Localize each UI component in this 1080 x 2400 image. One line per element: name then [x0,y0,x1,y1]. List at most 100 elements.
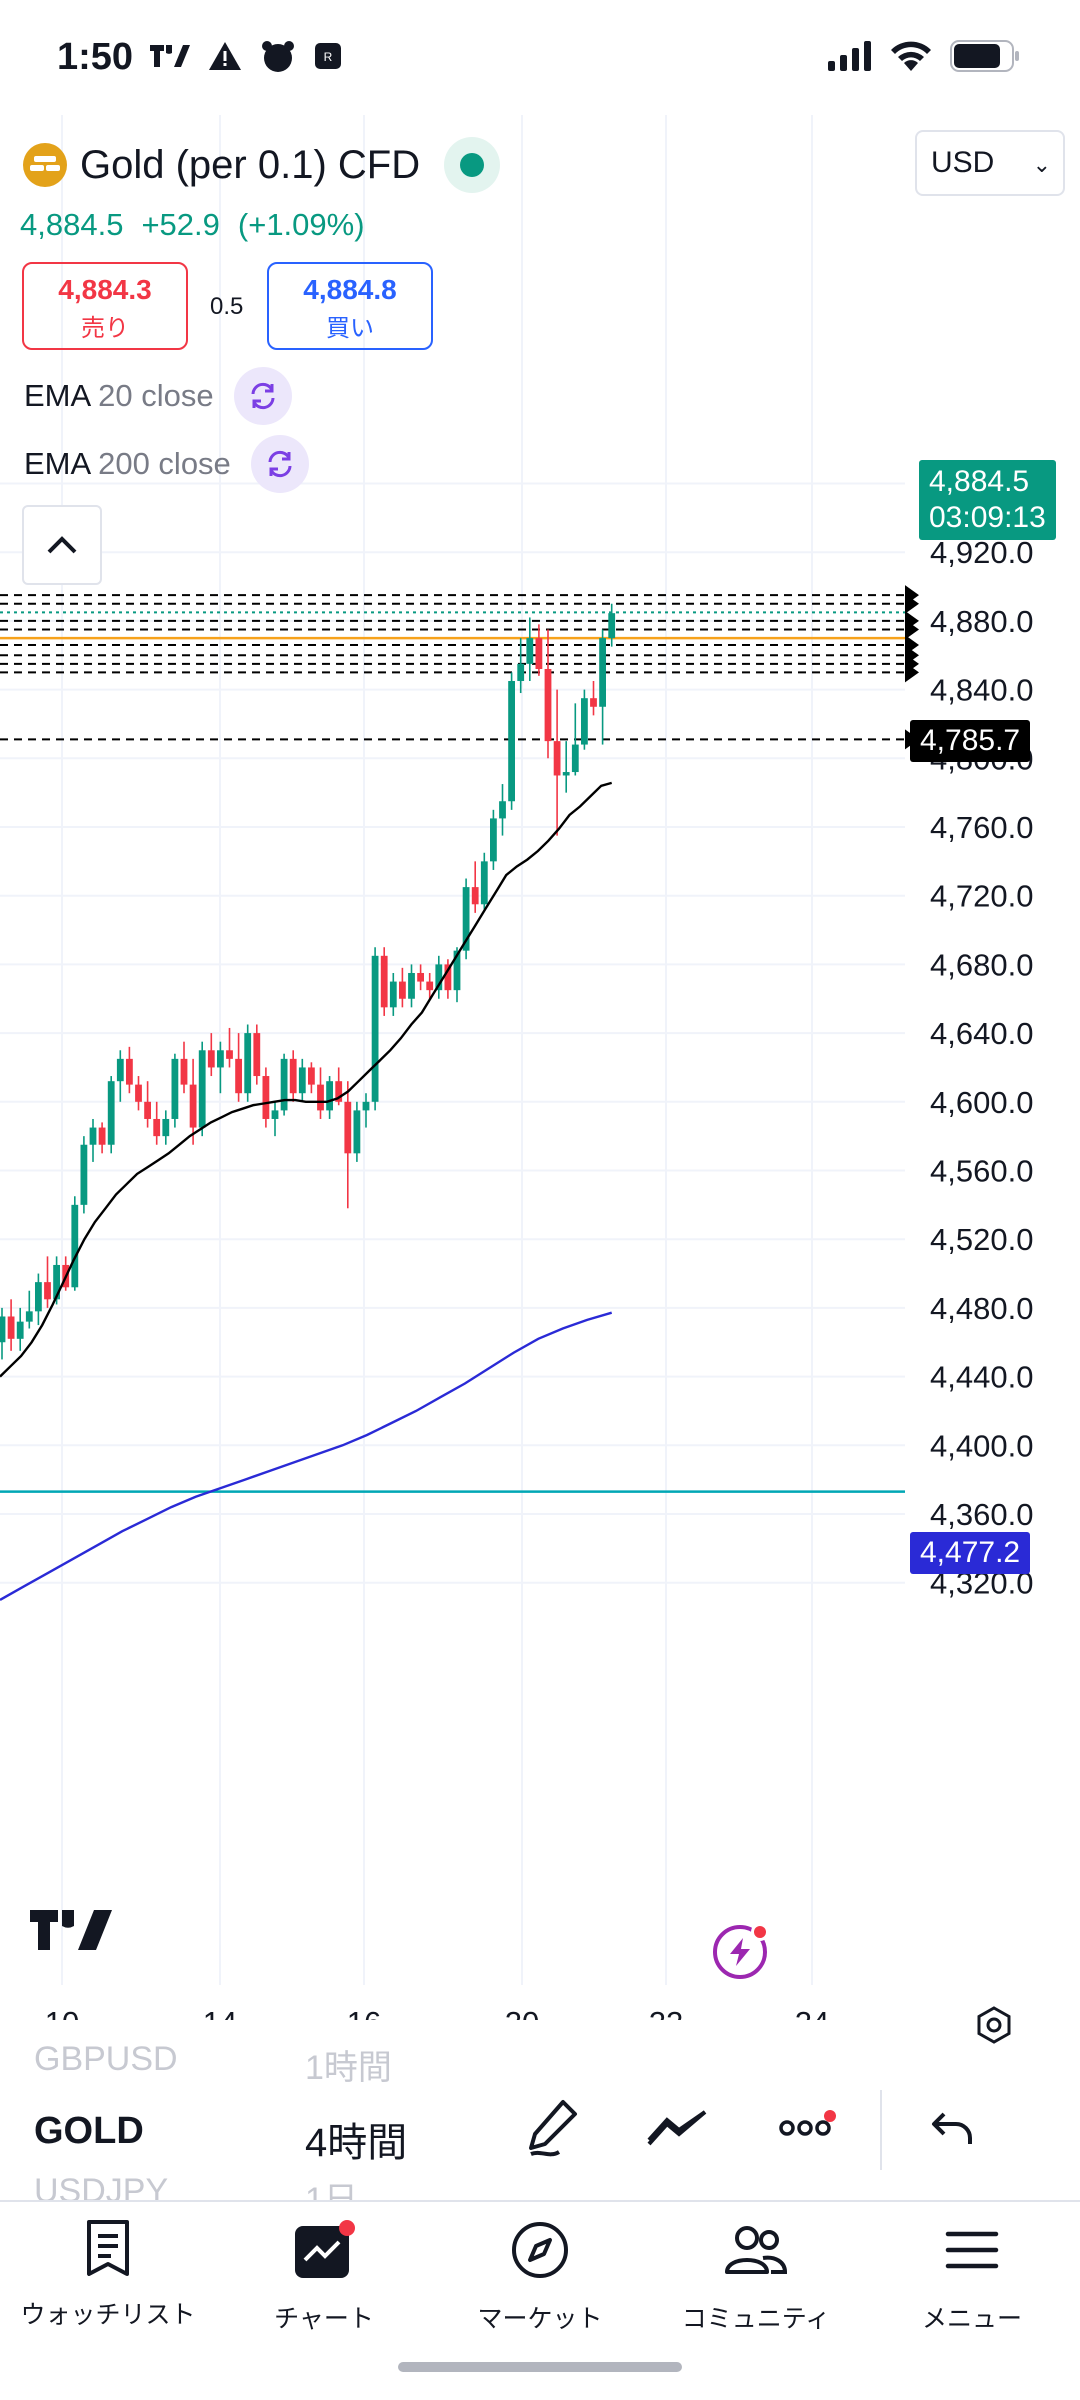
candle-body [571,744,579,773]
ema200-price-tag: 4,477.2 [910,1532,1031,1574]
spread-value: 0.5 [210,293,244,320]
time-axis-tick: 20 [505,2005,539,2020]
drawing-tools-icon[interactable] [645,2108,711,2148]
candle-body [171,1058,179,1119]
last-price: 4,884.5 [20,207,124,242]
candle-body [126,1058,133,1085]
candle-body [335,1081,343,1102]
community-icon [725,2226,788,2274]
candle-body [408,972,415,999]
candle-body [471,887,479,905]
candle-body [444,964,452,991]
candle-body [162,1118,170,1137]
collapse-legend-button[interactable] [22,505,102,585]
candle-body [189,1084,197,1128]
candle-body [89,1127,97,1145]
candle-body [544,668,552,742]
candle-body [380,955,388,1008]
candle-body [371,955,379,1102]
candle-body [289,1058,297,1094]
symbol-option[interactable]: GBPUSD [34,2040,178,2078]
candle-body [517,663,525,682]
last-price-tag-value: 4,884.5 [929,465,1030,498]
tradingview-logo-icon [30,1910,112,1950]
candle-body [244,1033,252,1094]
refresh-icon[interactable] [233,367,292,425]
nav-label: マーケット [477,2305,603,2333]
candle-body [508,681,515,802]
price-axis-tick: 4,440.0 [930,1360,1033,1395]
candle-body [326,1081,333,1111]
price-axis-tick: 4,600.0 [930,1085,1033,1120]
home-indicator [398,2362,682,2372]
notification-icon: R [315,43,341,69]
time-axis-tick: 14 [203,2005,237,2020]
candle-body [116,1058,124,1082]
chart-settings-icon[interactable] [975,2006,1013,2044]
candle-body [235,1058,242,1094]
candle-body [317,1084,324,1111]
indicator-ema200[interactable]: EMA 200 close [24,435,309,493]
flash-badge [751,1923,769,1941]
last-price-tag: 4,884.5 03:09:13 [919,460,1056,540]
buy-label: 買い [326,315,374,342]
symbol-selected[interactable]: GOLD [34,2110,144,2152]
nav-community[interactable]: コミュニティ [648,2220,864,2335]
line-handle-icon [905,593,919,614]
candle-body [107,1081,115,1145]
nav-menu[interactable]: メニュー [864,2220,1080,2335]
market-status-indicator[interactable] [444,137,501,193]
chart-icon [295,2220,355,2278]
interval-selected[interactable]: 4時間 [305,2121,408,2165]
candle-body [271,1110,279,1119]
candle-body [7,1316,15,1339]
price-axis-tick: 4,680.0 [930,947,1033,982]
nav-label: ウォッチリスト [20,2301,196,2329]
price-axis-tick: 4,720.0 [930,879,1033,914]
nav-market[interactable]: マーケット [432,2220,648,2335]
status-bar: 1:50 R [0,0,1080,115]
compass-icon [512,2222,568,2278]
currency-select[interactable]: USD ⌄ [915,130,1065,196]
buy-price: 4,884.8 [303,274,397,305]
price-axis-tick: 4,520.0 [930,1222,1033,1257]
market-open-dot [460,153,485,177]
candle-body [562,772,570,776]
more-options-icon[interactable] [777,2110,837,2140]
price-change-percent: (+1.09%) [237,207,365,242]
candle-body [226,1050,233,1059]
warning-icon [209,42,241,70]
nav-chart[interactable]: チャート [216,2220,432,2335]
pencil-icon[interactable] [525,2098,581,2158]
candle-body [198,1050,206,1128]
candle-body [262,1076,270,1119]
buy-button[interactable]: 4,884.8 買い [267,262,433,350]
candle-body [389,981,397,1008]
nav-label: メニュー [921,2305,1022,2333]
price-axis-tick: 4,560.0 [930,1154,1033,1189]
symbol-title[interactable]: Gold (per 0.1) CFD [80,142,421,187]
candle-body [553,741,561,776]
flash-alert-icon[interactable] [713,1923,769,1979]
candle-body [608,613,616,639]
indicator-params: 20 close [98,378,214,413]
indicator-params: 200 close [98,446,231,481]
time-axis-tick: 16 [347,2005,381,2020]
candle-body [426,981,434,991]
symbol-row[interactable]: Gold (per 0.1) CFD [22,137,501,193]
indicator-ema20[interactable]: EMA 20 close [24,367,292,425]
undo-icon[interactable] [930,2110,976,2146]
nav-watchlist[interactable]: ウォッチリスト [0,2220,216,2331]
symbol-interval-selector[interactable]: GBPUSD GOLD USDJPY 1時間 4時間 1日 [0,2040,1080,2219]
sell-label: 売り [81,315,129,342]
line-handle-icon [905,662,919,683]
interval-option[interactable]: 1時間 [305,2049,392,2087]
price-axis-tick: 4,640.0 [930,1016,1033,1051]
sell-button[interactable]: 4,884.3 売り [22,262,188,350]
candle-body [44,1282,51,1300]
price-axis-tick: 4,880.0 [930,604,1033,639]
gold-coin-icon [23,143,67,187]
candle-body [526,638,534,664]
refresh-icon[interactable] [250,435,309,493]
app-icon [262,41,294,72]
